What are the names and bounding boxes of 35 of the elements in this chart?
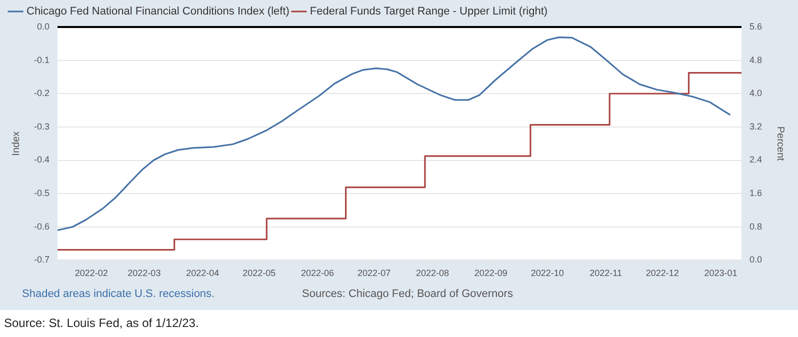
x-tick-label: 2022-07 xyxy=(358,268,391,278)
x-tick-label: 2022-09 xyxy=(474,268,508,278)
y2-tick-label: 5.6 xyxy=(749,21,762,32)
x-tick-label: 2022-06 xyxy=(301,268,334,278)
y2-axis-title: Percent xyxy=(774,126,786,162)
legend-label: Federal Funds Target Range - Upper Limit (right) xyxy=(310,6,548,18)
y2-tick-label: 2.4 xyxy=(749,154,762,165)
y2-tick-label: 1.6 xyxy=(749,188,762,198)
y-tick-label: -0.4 xyxy=(34,154,50,165)
x-tick-label: 2023-01 xyxy=(704,268,738,278)
text: Shaded areas indicate U.S. recessions. xyxy=(22,288,215,300)
source-note: Source: St. Louis Fed, as of 1/12/23. xyxy=(4,316,199,330)
x-tick-label: 2022-02 xyxy=(74,268,108,278)
y-tick-label: -0.2 xyxy=(34,88,50,98)
source-note: Sources: Chicago Fed; Board of Governors xyxy=(302,288,513,300)
y-tick-label: -0.1 xyxy=(34,54,50,65)
y2-tick-label: 0.0 xyxy=(749,254,762,265)
y2-tick-label: 3.2 xyxy=(749,121,762,132)
y-tick-label: -0.5 xyxy=(34,188,50,198)
y2-tick-label: 4.0 xyxy=(749,88,762,98)
x-tick-label: 2022-12 xyxy=(646,268,679,278)
y-tick-label: -0.7 xyxy=(34,254,50,265)
y-tick-label: -0.3 xyxy=(34,121,50,132)
y2-tick-label: 4.8 xyxy=(749,54,762,65)
y-tick-label: 0.0 xyxy=(36,21,50,32)
x-tick-label: 2022-03 xyxy=(128,268,161,278)
x-tick-label: 2022-04 xyxy=(186,268,220,278)
y-tick-label: -0.6 xyxy=(34,221,50,232)
x-tick-label: 2022-05 xyxy=(242,268,276,278)
x-tick-label: 2022-10 xyxy=(530,268,564,278)
y-axis-title: Index xyxy=(10,131,22,156)
legend-label: Chicago Fed National Financial Conditions Index (left) xyxy=(26,6,290,18)
x-tick-label: 2022-11 xyxy=(590,268,622,278)
x-tick-label: 2022-08 xyxy=(416,268,449,278)
y2-tick-label: 0.8 xyxy=(749,221,762,232)
